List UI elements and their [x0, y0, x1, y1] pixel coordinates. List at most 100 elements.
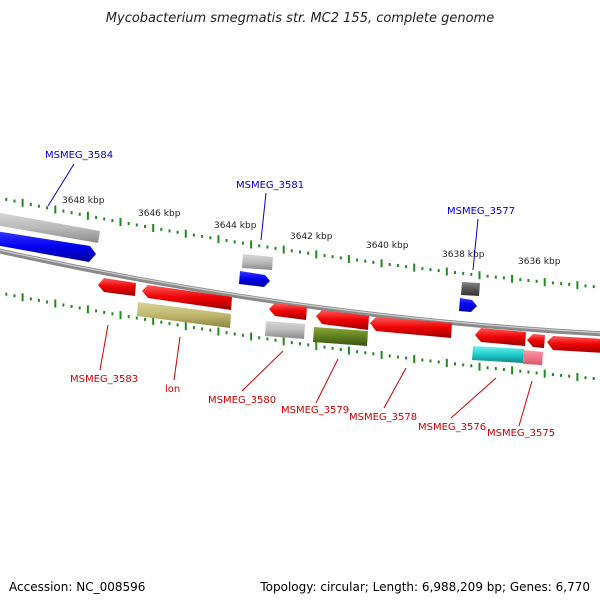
scale-label: 3648 kbp — [62, 196, 105, 206]
minor-tick — [70, 305, 73, 308]
minor-tick — [470, 364, 473, 368]
minor-tick — [209, 328, 212, 332]
gene-arrow — [547, 336, 600, 353]
minor-tick — [266, 245, 269, 249]
minor-tick — [5, 292, 8, 296]
major-tick — [413, 355, 416, 363]
minor-tick — [454, 362, 456, 366]
minor-tick — [437, 269, 440, 273]
minor-tick — [364, 259, 367, 263]
minor-tick — [201, 327, 204, 331]
major-tick — [543, 278, 546, 287]
gene-arrow — [265, 321, 305, 339]
major-tick — [21, 198, 24, 207]
minor-tick — [551, 281, 554, 285]
accession-label: Accession: NC_008596 — [9, 580, 146, 594]
major-tick — [119, 311, 122, 320]
major-tick — [184, 229, 187, 238]
gene-arrow — [527, 334, 545, 348]
minor-tick — [462, 363, 465, 367]
gene-arrow — [523, 350, 543, 365]
major-tick — [511, 366, 514, 375]
gene-label-reverse: MSMEG_3583 — [70, 374, 138, 385]
gene-arrow — [98, 278, 136, 296]
gene-label-reverse: lon — [165, 384, 180, 395]
minor-tick — [323, 345, 326, 349]
gene-label-forward: MSMEG_3577 — [447, 206, 515, 217]
minor-tick — [494, 367, 497, 371]
gene-arrow — [316, 310, 369, 330]
minor-tick — [37, 298, 40, 302]
minor-tick — [29, 203, 32, 206]
minor-tick — [62, 303, 65, 307]
minor-tick — [454, 271, 456, 274]
minor-tick — [421, 267, 424, 271]
minor-tick — [437, 360, 440, 364]
minor-tick — [144, 317, 146, 321]
major-tick — [184, 322, 187, 331]
minor-tick — [584, 284, 587, 288]
minor-tick — [274, 338, 277, 342]
minor-tick — [470, 272, 473, 276]
minor-tick — [388, 354, 391, 358]
major-tick — [54, 299, 57, 308]
major-tick — [445, 267, 448, 276]
minor-tick — [494, 275, 497, 279]
major-tick — [347, 255, 350, 263]
major-tick — [119, 218, 122, 226]
major-tick — [282, 337, 285, 346]
gene-label-reverse: MSMEG_3578 — [349, 412, 417, 423]
gene-arrow — [461, 282, 480, 296]
minor-tick — [111, 312, 114, 316]
major-tick — [478, 362, 481, 371]
minor-tick — [502, 368, 505, 371]
minor-tick — [144, 225, 146, 228]
minor-tick — [290, 249, 293, 253]
scale-label: 3646 kbp — [138, 209, 181, 219]
major-tick — [347, 346, 350, 355]
minor-tick — [339, 256, 342, 260]
reverse-strand-features — [98, 278, 600, 365]
gene-arrow — [370, 317, 452, 338]
major-tick — [152, 316, 155, 325]
minor-tick — [176, 230, 179, 234]
minor-tick — [201, 235, 204, 238]
minor-tick — [13, 294, 16, 298]
minor-tick — [462, 271, 465, 275]
minor-tick — [592, 285, 595, 289]
major-tick — [86, 211, 89, 220]
minor-tick — [339, 348, 342, 351]
minor-tick — [78, 306, 81, 310]
minor-tick — [127, 315, 130, 319]
minor-tick — [405, 356, 408, 360]
scale-label: 3644 kbp — [214, 221, 257, 231]
minor-tick — [527, 279, 530, 282]
major-tick — [380, 259, 383, 268]
gene-label-reverse: MSMEG_3576 — [418, 422, 486, 433]
minor-tick — [584, 376, 587, 380]
minor-tick — [535, 371, 538, 375]
forward-strand-features — [0, 212, 480, 312]
minor-tick — [331, 255, 334, 259]
minor-tick — [356, 350, 359, 354]
gene-arrow — [269, 303, 307, 320]
gene-arrow — [472, 346, 524, 363]
major-tick — [380, 350, 383, 359]
gene-arrow — [239, 271, 270, 287]
major-tick — [543, 369, 546, 378]
minor-tick — [429, 268, 432, 272]
minor-tick — [372, 260, 375, 264]
minor-tick — [396, 355, 399, 359]
minor-tick — [209, 236, 212, 240]
minor-tick — [388, 263, 391, 266]
scale-label: 3636 kbp — [518, 257, 561, 267]
major-tick — [576, 373, 579, 381]
minor-tick — [356, 258, 359, 262]
genome-backbone — [0, 248, 600, 337]
minor-tick — [160, 320, 163, 324]
gene-arrow — [475, 328, 526, 346]
gene-arrow — [137, 302, 231, 328]
major-tick — [217, 327, 220, 336]
minor-tick — [307, 343, 310, 347]
minor-tick — [241, 333, 244, 337]
